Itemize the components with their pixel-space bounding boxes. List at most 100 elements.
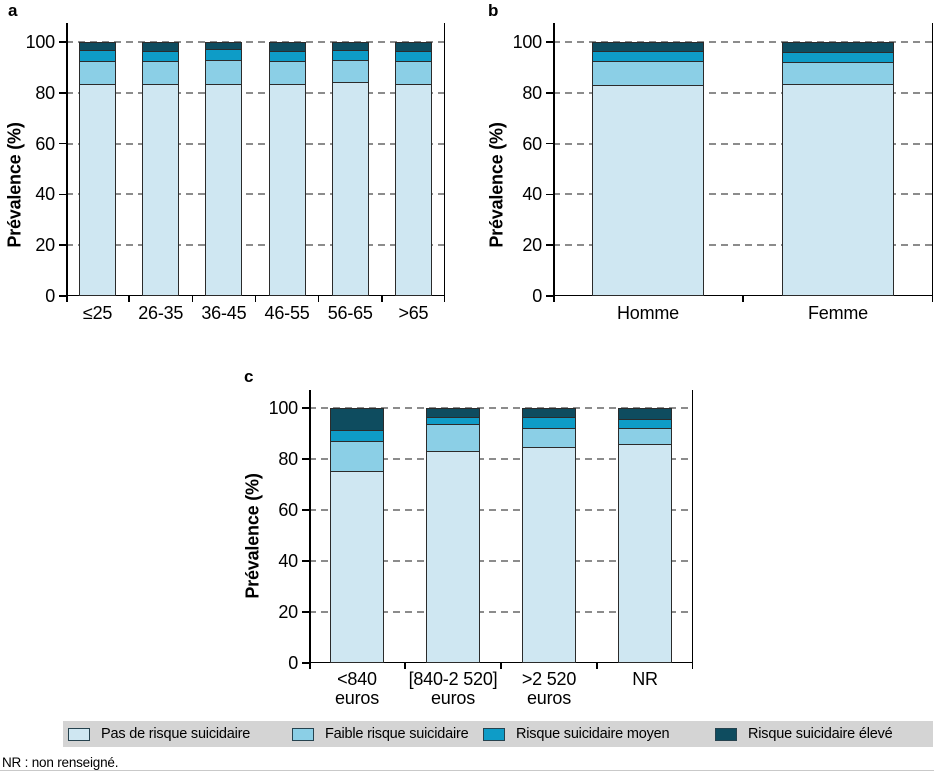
segment-risque-suicidaire-élevé [269, 43, 305, 52]
y-tick-100 [59, 41, 66, 43]
y-tick-label-60: 60 [278, 500, 298, 520]
y-tick-40 [302, 560, 309, 562]
y-tick-label-0: 0 [532, 286, 542, 306]
y-axis-title-c: Prévalence (%) [242, 473, 263, 599]
plot-area-age: 0 20 40 60 80 100 ≤25 26-35 36-45 46-55 56-65 >65 [26, 23, 445, 323]
gridline-40 [553, 193, 933, 196]
segment-pas-de-risque-suicidaire [592, 84, 704, 295]
y-tick-40 [59, 193, 66, 196]
x-tick [317, 296, 320, 302]
footnote: NR : non renseigné. [2, 755, 119, 770]
x-tick [691, 663, 693, 669]
x-tick [381, 296, 383, 302]
gridline-100 [66, 41, 445, 43]
bar->65 [394, 42, 432, 296]
segment-pas-de-risque-suicidaire [331, 471, 383, 662]
x-category-label: <840 euros [309, 670, 405, 708]
segment-risque-suicidaire-moyen [592, 51, 704, 62]
medium-risk-swatch-icon [483, 727, 505, 741]
x-category-label-line: euros [334, 688, 380, 708]
x-tick [596, 663, 598, 669]
segment-risque-suicidaire-élevé [427, 409, 479, 417]
x-tick [742, 296, 744, 302]
x-tick [128, 296, 130, 302]
x-category-label-line: NR [632, 669, 658, 689]
right-frame-line [443, 23, 445, 296]
legend-item-medium-risk: Risque suicidaire moyen [483, 721, 670, 747]
x-category-label: [840-2 520] euros [405, 670, 501, 708]
panel-a-letter: a [8, 1, 18, 20]
y-tick-label-80: 80 [522, 82, 542, 103]
y-tick-80 [59, 92, 66, 94]
segment-pas-de-risque-suicidaire [619, 443, 671, 662]
y-tick-label-0: 0 [45, 286, 55, 306]
panel-c-letter: c [244, 367, 254, 386]
x-category-label-line: [840-2 520] [408, 669, 498, 689]
y-tick-label-20: 20 [278, 602, 298, 622]
segment-pas-de-risque-suicidaire [782, 84, 894, 296]
segment-risque-suicidaire-élevé [619, 409, 671, 419]
segment-risque-suicidaire-moyen [427, 416, 479, 424]
y-tick-label-60: 60 [35, 133, 55, 154]
gridline-100 [553, 41, 933, 43]
x-category-label-line: Homme [616, 303, 679, 323]
y-axis-line [309, 390, 311, 663]
segment-risque-suicidaire-moyen [143, 51, 179, 61]
segment-risque-suicidaire-élevé [143, 43, 179, 52]
x-category-label-line: euros [430, 688, 476, 708]
y-tick-label-60: 60 [522, 133, 542, 154]
x-category-label: >65 [382, 304, 445, 323]
segment-risque-suicidaire-moyen [206, 49, 242, 61]
bar-36-45 [205, 42, 243, 296]
y-tick-20 [302, 611, 309, 613]
bar-Femme [781, 42, 895, 296]
x-category-label: 26-35 [129, 304, 192, 323]
x-category-label-line: >65 [398, 303, 429, 323]
x-category-label-line: 46-55 [264, 303, 310, 323]
bottom-divider [0, 770, 934, 771]
x-category-label-line: ≤25 [82, 303, 113, 323]
y-tick-label-20: 20 [35, 235, 55, 256]
segment-faible-risque-suicidaire [206, 60, 242, 84]
right-frame-line [691, 390, 693, 663]
segment-faible-risque-suicidaire [331, 441, 383, 471]
segment-risque-suicidaire-élevé [523, 409, 575, 417]
x-axis-line [66, 294, 445, 296]
y-tick-label-40: 40 [278, 551, 298, 571]
segment-risque-suicidaire-moyen [619, 419, 671, 428]
segment-risque-suicidaire-élevé [206, 43, 242, 50]
x-tick [553, 296, 555, 302]
plot-area-income: 0 20 40 60 80 100 <840 euros [840-2 520] euros >2 … [269, 390, 693, 708]
x-tick [254, 296, 257, 302]
y-tick-0 [302, 662, 309, 664]
x-category-label: Femme [743, 304, 933, 323]
y-tick-label-80: 80 [278, 449, 298, 469]
x-category-label-line: euros [526, 688, 572, 708]
segment-faible-risque-suicidaire [395, 60, 431, 85]
segment-faible-risque-suicidaire [427, 423, 479, 451]
x-axis-line [309, 661, 693, 663]
x-tick [191, 296, 194, 302]
segment-faible-risque-suicidaire [619, 427, 671, 444]
x-category-label-line: 26-35 [138, 303, 184, 323]
bar-Homme [591, 42, 705, 296]
segment-faible-risque-suicidaire [782, 62, 894, 85]
y-tick-label-100: 100 [268, 398, 299, 418]
y-tick-label-100: 100 [512, 32, 543, 52]
gridline-60 [309, 509, 693, 511]
gridline-80 [66, 91, 445, 94]
x-category-label-line: <840 [337, 669, 377, 689]
bar->2-520-euros [522, 408, 576, 663]
y-tick-label-0: 0 [288, 653, 298, 673]
segment-risque-suicidaire-moyen [782, 52, 894, 63]
low-risk-swatch-icon [292, 727, 314, 741]
y-axis-line [66, 23, 68, 296]
bar-<840-euros [330, 408, 384, 663]
segment-risque-suicidaire-élevé [782, 43, 894, 53]
y-tick-label-40: 40 [522, 184, 542, 205]
gridline-100 [309, 407, 693, 409]
y-tick-100 [546, 41, 553, 43]
bar-26-35 [142, 42, 180, 296]
segment-risque-suicidaire-moyen [523, 416, 575, 428]
x-tick [404, 663, 406, 669]
